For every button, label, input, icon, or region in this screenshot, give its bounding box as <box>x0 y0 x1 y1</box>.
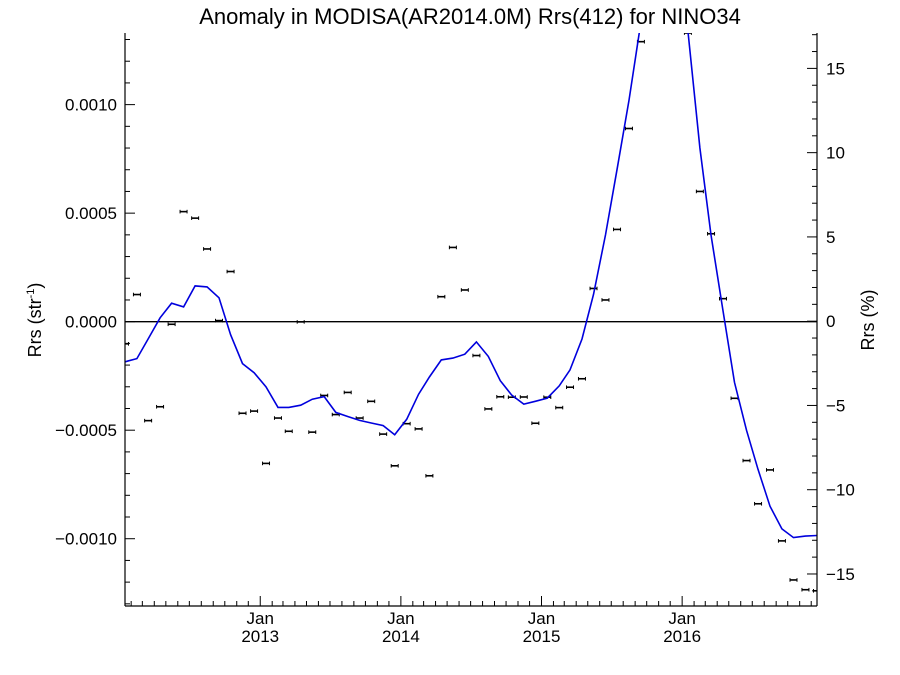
data-point <box>226 269 235 274</box>
data-point <box>390 463 399 468</box>
data-point <box>132 292 141 297</box>
data-point <box>167 322 176 327</box>
data-point <box>613 227 622 232</box>
x-tick-month-label: Jan <box>668 609 695 628</box>
data-point <box>765 468 774 472</box>
data-point <box>460 288 469 292</box>
x-tick-year-label: 2016 <box>663 627 701 646</box>
data-point <box>789 578 798 582</box>
left-axis-title: Rrs (str-1) <box>25 283 45 358</box>
data-point <box>695 189 704 194</box>
data-point <box>308 430 317 434</box>
right-tick-label: −15 <box>826 565 855 584</box>
series-line <box>125 33 817 539</box>
data-point <box>566 385 575 390</box>
data-point <box>801 587 810 592</box>
axes: 0.0010 0.0005 0.0000 −0.0005 −0.0010 15 10 5 0 −5… <box>55 33 855 646</box>
data-point <box>414 427 423 431</box>
data-point <box>262 461 271 466</box>
right-axis-title: Rrs (%) <box>858 290 878 351</box>
data-point <box>601 298 610 302</box>
data-point <box>144 418 153 423</box>
data-point <box>589 286 598 291</box>
data-point <box>156 404 165 409</box>
data-point <box>437 294 446 299</box>
left-tick-label: −0.0010 <box>55 530 117 549</box>
data-point <box>496 394 505 399</box>
data-point <box>296 320 305 324</box>
right-tick-label: 15 <box>826 59 845 78</box>
data-point <box>730 396 739 401</box>
data-point <box>777 539 786 543</box>
left-tick-label: 0.0000 <box>65 313 117 332</box>
data-point <box>484 407 493 411</box>
x-tick-year-label: 2014 <box>382 627 420 646</box>
chart-title: Anomaly in MODISA(AR2014.0M) Rrs(412) fo… <box>199 4 741 29</box>
data-point <box>343 390 352 395</box>
left-tick-label: 0.0010 <box>65 96 117 115</box>
left-tick-label: −0.0005 <box>55 421 117 440</box>
left-tick-label: 0.0005 <box>65 204 117 223</box>
data-point <box>754 501 763 506</box>
plot-area <box>125 33 817 593</box>
data-point <box>238 411 247 416</box>
right-tick-label: −5 <box>826 396 845 415</box>
data-point <box>472 353 481 358</box>
data-point <box>191 216 200 220</box>
plot-series-group <box>125 33 817 593</box>
x-tick-month-label: Jan <box>247 609 274 628</box>
data-point <box>683 33 692 35</box>
data-point <box>519 395 528 399</box>
data-point <box>284 429 293 434</box>
data-point <box>577 376 586 381</box>
x-tick-year-label: 2015 <box>523 627 561 646</box>
data-point <box>203 247 212 251</box>
data-point <box>742 458 751 463</box>
x-tick-year-label: 2013 <box>241 627 279 646</box>
data-point <box>367 399 376 404</box>
data-point <box>448 245 457 250</box>
x-tick-month-label: Jan <box>528 609 555 628</box>
x-tick-month-label: Jan <box>387 609 414 628</box>
data-point <box>531 421 540 426</box>
data-point <box>179 209 188 214</box>
right-tick-label: −10 <box>826 481 855 500</box>
data-point <box>273 416 282 420</box>
right-tick-label: 0 <box>826 312 835 331</box>
data-point <box>379 432 388 436</box>
right-tick-label: 5 <box>826 228 835 247</box>
data-point <box>624 126 633 131</box>
data-point <box>250 409 259 413</box>
data-point <box>215 318 224 323</box>
right-tick-label: 10 <box>826 144 845 163</box>
data-point <box>425 473 434 478</box>
data-point <box>555 405 564 410</box>
